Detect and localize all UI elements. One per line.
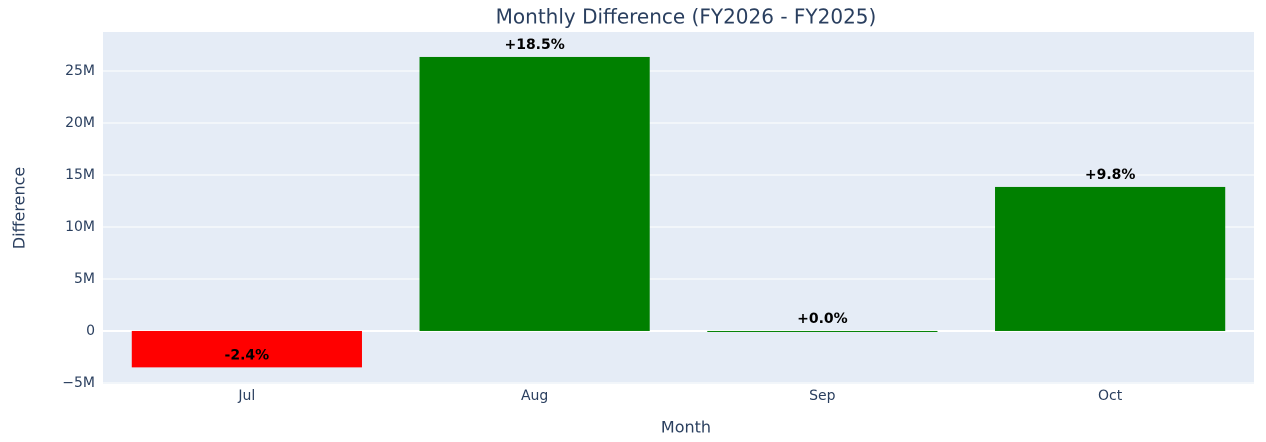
y-tick-label: 0 (86, 323, 95, 339)
bar (131, 330, 362, 368)
y-tick-label: 20M (65, 115, 95, 131)
bar (995, 186, 1226, 331)
x-tick-label: Jul (237, 388, 255, 404)
y-tick-label: −5M (62, 375, 95, 391)
y-tick-label: 25M (65, 63, 95, 79)
bar-label: -2.4% (225, 347, 270, 363)
y-axis-title: Difference (10, 167, 29, 249)
bar (707, 330, 938, 332)
bar-label: +9.8% (1085, 167, 1136, 183)
x-tick-label: Aug (521, 388, 548, 404)
y-tick-label: 15M (65, 167, 95, 183)
x-axis-title: Month (661, 418, 711, 437)
y-tick-label: 5M (74, 271, 95, 287)
bar-label: +18.5% (504, 37, 564, 53)
y-tick-label: 10M (65, 219, 95, 235)
x-tick-label: Sep (809, 388, 836, 404)
bar-label: +0.0% (797, 311, 848, 327)
chart-title: Monthly Difference (FY2026 - FY2025) (496, 5, 877, 29)
bar (419, 56, 650, 331)
x-tick-label: Oct (1098, 388, 1123, 404)
